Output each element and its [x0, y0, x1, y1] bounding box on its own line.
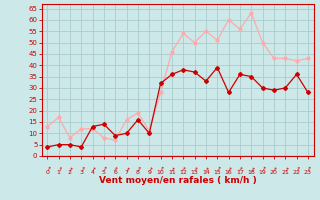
Text: ↓: ↓ [202, 163, 210, 170]
Text: ↓: ↓ [112, 163, 119, 170]
Text: ↓: ↓ [259, 163, 266, 170]
Text: ↓: ↓ [89, 163, 96, 170]
Text: ↓: ↓ [55, 163, 62, 169]
Text: ↓: ↓ [304, 163, 311, 170]
Text: ↓: ↓ [248, 163, 255, 170]
Text: ↓: ↓ [293, 163, 300, 170]
Text: ↓: ↓ [78, 163, 85, 170]
Text: ↓: ↓ [157, 163, 164, 170]
Text: ↓: ↓ [191, 163, 198, 170]
Text: ↓: ↓ [146, 163, 153, 170]
Text: ↓: ↓ [270, 163, 277, 170]
Text: ↓: ↓ [44, 163, 51, 170]
Text: ↓: ↓ [214, 163, 221, 170]
Text: ↓: ↓ [180, 163, 187, 170]
X-axis label: Vent moyen/en rafales ( km/h ): Vent moyen/en rafales ( km/h ) [99, 176, 256, 185]
Text: ↓: ↓ [134, 163, 141, 170]
Text: ↓: ↓ [282, 163, 289, 170]
Text: ↓: ↓ [225, 163, 232, 170]
Text: ↓: ↓ [236, 163, 244, 170]
Text: ↓: ↓ [66, 163, 74, 170]
Text: ↓: ↓ [100, 163, 108, 170]
Text: ↓: ↓ [168, 163, 175, 170]
Text: ↓: ↓ [123, 163, 130, 170]
